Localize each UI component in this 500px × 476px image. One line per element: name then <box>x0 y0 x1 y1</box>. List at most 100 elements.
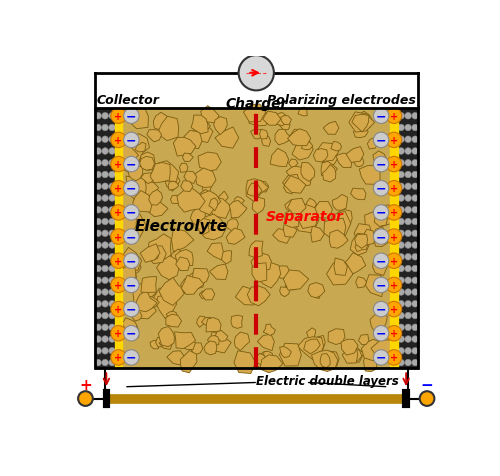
Polygon shape <box>198 153 222 171</box>
Polygon shape <box>322 165 336 183</box>
Circle shape <box>95 172 102 178</box>
Polygon shape <box>354 235 368 249</box>
Text: Polarizing electrodes: Polarizing electrodes <box>267 94 416 107</box>
Polygon shape <box>124 134 150 162</box>
Polygon shape <box>148 190 162 206</box>
Polygon shape <box>159 278 186 306</box>
Polygon shape <box>126 177 146 201</box>
Text: −: − <box>126 351 136 364</box>
Circle shape <box>405 348 411 354</box>
Polygon shape <box>120 153 141 173</box>
Circle shape <box>405 301 411 307</box>
Polygon shape <box>342 253 365 275</box>
Polygon shape <box>362 230 374 245</box>
Circle shape <box>398 195 404 202</box>
Polygon shape <box>194 169 216 188</box>
Polygon shape <box>196 317 206 327</box>
Circle shape <box>95 113 102 120</box>
Text: −: − <box>126 158 136 171</box>
Text: −: − <box>376 327 386 340</box>
Polygon shape <box>114 142 138 168</box>
Circle shape <box>109 301 116 307</box>
Polygon shape <box>292 208 319 233</box>
Polygon shape <box>148 234 171 260</box>
Circle shape <box>102 149 108 155</box>
Polygon shape <box>280 288 290 297</box>
Circle shape <box>420 391 434 406</box>
Polygon shape <box>201 289 215 300</box>
Text: −: − <box>126 279 136 292</box>
Polygon shape <box>200 121 210 133</box>
Circle shape <box>412 254 418 260</box>
Polygon shape <box>324 218 346 241</box>
Circle shape <box>95 242 102 249</box>
Text: −: − <box>126 303 136 316</box>
Polygon shape <box>165 171 180 192</box>
Polygon shape <box>244 105 266 123</box>
Circle shape <box>95 195 102 202</box>
Polygon shape <box>256 263 280 288</box>
Circle shape <box>111 157 126 172</box>
Circle shape <box>374 205 389 221</box>
Polygon shape <box>314 202 332 218</box>
Circle shape <box>386 205 402 221</box>
Circle shape <box>386 157 402 172</box>
Circle shape <box>412 149 418 155</box>
Polygon shape <box>186 271 204 289</box>
Text: −: − <box>376 230 386 244</box>
Polygon shape <box>204 341 217 355</box>
Circle shape <box>405 219 411 225</box>
Text: +: + <box>114 280 122 290</box>
Text: +: + <box>79 377 92 392</box>
Circle shape <box>412 195 418 202</box>
Polygon shape <box>158 327 174 347</box>
Polygon shape <box>133 284 156 303</box>
Circle shape <box>95 348 102 354</box>
Circle shape <box>109 348 116 354</box>
Polygon shape <box>274 266 290 279</box>
Polygon shape <box>124 324 139 340</box>
Polygon shape <box>153 288 178 308</box>
Polygon shape <box>330 230 348 248</box>
Circle shape <box>111 350 126 366</box>
Circle shape <box>109 313 116 319</box>
Circle shape <box>374 109 389 124</box>
Text: +: + <box>114 184 122 194</box>
Polygon shape <box>298 108 308 117</box>
Circle shape <box>374 326 389 341</box>
Polygon shape <box>296 204 318 229</box>
Polygon shape <box>356 277 366 288</box>
Polygon shape <box>141 277 156 293</box>
Circle shape <box>398 278 404 284</box>
Text: +: + <box>390 160 398 170</box>
Polygon shape <box>210 332 231 353</box>
Polygon shape <box>258 335 274 351</box>
Polygon shape <box>279 120 290 130</box>
Polygon shape <box>202 183 211 193</box>
Polygon shape <box>284 180 296 194</box>
Text: +: + <box>114 208 122 218</box>
Circle shape <box>398 125 404 131</box>
Circle shape <box>405 230 411 237</box>
Text: −: − <box>376 207 386 219</box>
Circle shape <box>374 157 389 172</box>
Circle shape <box>102 195 108 202</box>
Polygon shape <box>364 209 385 236</box>
Polygon shape <box>136 143 146 153</box>
Polygon shape <box>290 130 306 144</box>
Circle shape <box>102 172 108 178</box>
Circle shape <box>111 205 126 221</box>
Circle shape <box>405 336 411 343</box>
Text: +: + <box>114 256 122 266</box>
Circle shape <box>405 113 411 120</box>
Polygon shape <box>154 113 170 131</box>
Polygon shape <box>263 324 276 336</box>
Polygon shape <box>331 142 342 152</box>
Circle shape <box>95 160 102 167</box>
Circle shape <box>405 137 411 143</box>
Polygon shape <box>364 355 378 372</box>
Polygon shape <box>180 278 197 293</box>
Polygon shape <box>274 113 286 127</box>
Polygon shape <box>342 347 357 363</box>
Circle shape <box>405 359 411 366</box>
